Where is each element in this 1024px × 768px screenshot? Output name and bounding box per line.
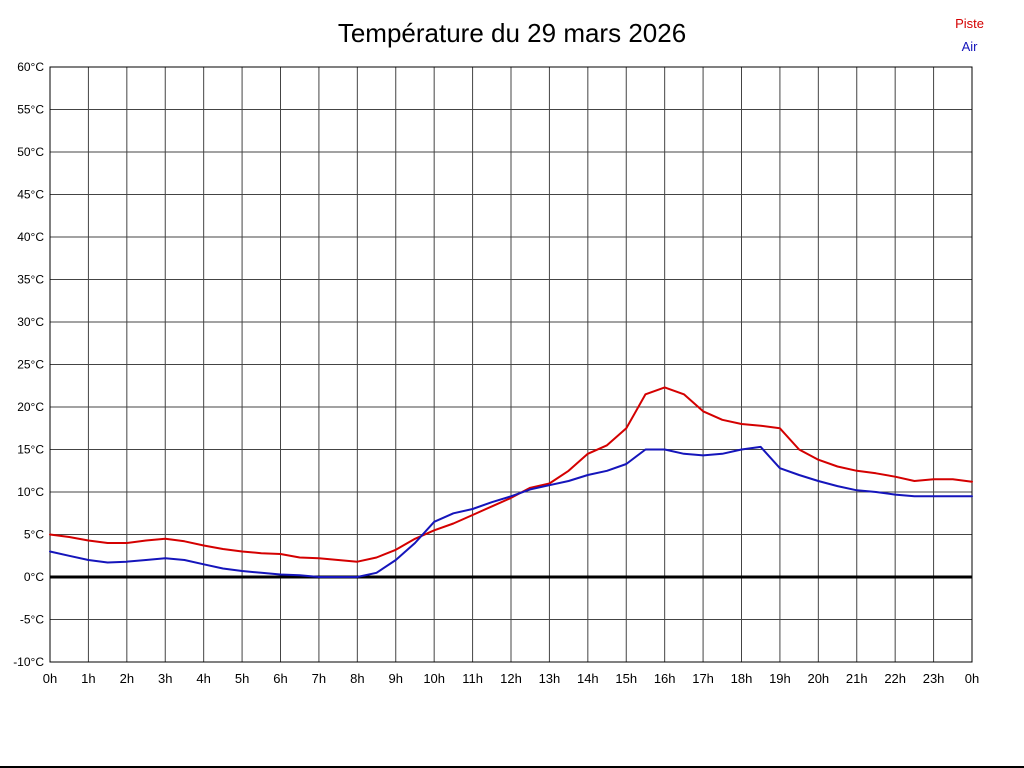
svg-text:0h: 0h	[965, 671, 979, 686]
svg-text:60°C: 60°C	[17, 60, 44, 74]
svg-text:10°C: 10°C	[17, 485, 44, 499]
svg-text:30°C: 30°C	[17, 315, 44, 329]
chart-legend: Piste Air	[955, 12, 984, 58]
svg-text:14h: 14h	[577, 671, 599, 686]
svg-text:25°C: 25°C	[17, 358, 44, 372]
svg-text:5°C: 5°C	[24, 528, 44, 542]
svg-text:5h: 5h	[235, 671, 249, 686]
svg-text:11h: 11h	[462, 671, 483, 686]
svg-text:21h: 21h	[846, 671, 868, 686]
legend-item-air: Air	[961, 39, 978, 54]
svg-text:18h: 18h	[731, 671, 753, 686]
svg-text:45°C: 45°C	[17, 188, 44, 202]
svg-text:0h: 0h	[43, 671, 57, 686]
svg-text:13h: 13h	[539, 671, 561, 686]
svg-text:-5°C: -5°C	[20, 613, 44, 627]
svg-text:20h: 20h	[807, 671, 829, 686]
svg-text:10h: 10h	[423, 671, 445, 686]
svg-text:1h: 1h	[81, 671, 95, 686]
svg-text:3h: 3h	[158, 671, 172, 686]
svg-text:2h: 2h	[120, 671, 134, 686]
svg-text:17h: 17h	[692, 671, 714, 686]
svg-text:8h: 8h	[350, 671, 364, 686]
svg-text:19h: 19h	[769, 671, 791, 686]
svg-text:6h: 6h	[273, 671, 287, 686]
svg-text:40°C: 40°C	[17, 230, 44, 244]
svg-text:12h: 12h	[500, 671, 522, 686]
svg-text:4h: 4h	[196, 671, 210, 686]
legend-item-piste: Piste	[955, 16, 984, 31]
chart-title: Température du 29 mars 2026	[337, 18, 687, 48]
svg-text:15°C: 15°C	[17, 443, 44, 457]
svg-text:22h: 22h	[884, 671, 906, 686]
svg-text:35°C: 35°C	[17, 273, 44, 287]
svg-text:16h: 16h	[654, 671, 676, 686]
svg-text:20°C: 20°C	[17, 400, 44, 414]
svg-text:23h: 23h	[923, 671, 945, 686]
svg-text:15h: 15h	[615, 671, 637, 686]
svg-text:9h: 9h	[389, 671, 403, 686]
svg-text:-10°C: -10°C	[13, 655, 44, 669]
svg-text:7h: 7h	[312, 671, 326, 686]
svg-text:0°C: 0°C	[24, 570, 44, 584]
svg-text:55°C: 55°C	[17, 103, 44, 117]
svg-text:50°C: 50°C	[17, 145, 44, 159]
